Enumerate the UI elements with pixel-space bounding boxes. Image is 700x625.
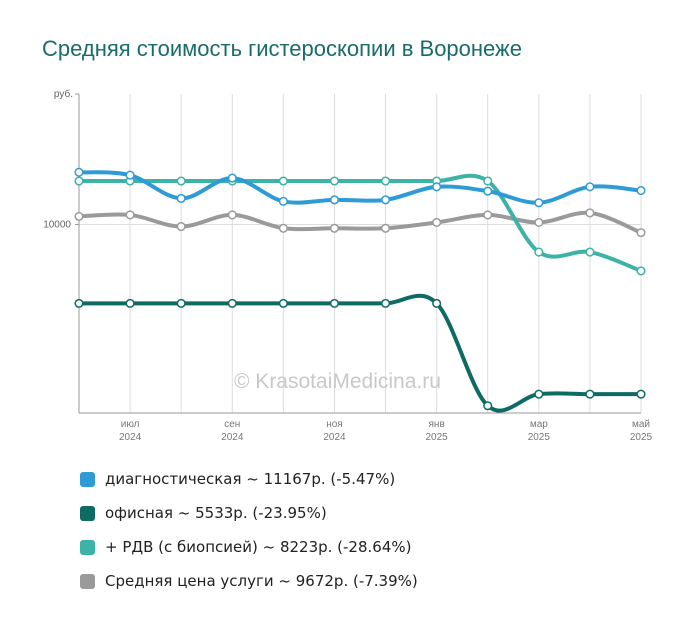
chart-legend: диагностическая ~ 11167р. (-5.47%) офисна… (80, 462, 418, 598)
data-point (534, 217, 544, 228)
data-point (636, 186, 646, 196)
legend-label: офисная ~ 5533р. (-23.95%) (105, 504, 327, 522)
x-tick-label-year: 2025 (528, 432, 551, 443)
y-unit-label: руб. (54, 88, 73, 100)
data-point (636, 389, 646, 399)
data-point (432, 182, 442, 192)
legend-swatch (80, 539, 95, 555)
data-point (483, 401, 493, 411)
data-point (585, 247, 595, 257)
data-point (227, 298, 237, 308)
data-point (329, 223, 340, 233)
data-point (329, 298, 340, 308)
data-point (483, 186, 493, 196)
data-point (432, 217, 442, 228)
x-tick-label-year: 2024 (221, 432, 244, 443)
x-tick-label-year: 2024 (323, 432, 346, 443)
x-tick-label-month: ноя (326, 419, 343, 430)
data-point (534, 198, 544, 208)
data-point (125, 210, 135, 220)
series-line (77, 170, 643, 205)
data-point (636, 228, 646, 238)
data-point (125, 298, 135, 308)
x-tick-label-month: янв (429, 419, 445, 430)
data-point (585, 389, 595, 399)
legend-item[interactable]: диагностическая ~ 11167р. (-5.47%) (80, 462, 418, 496)
data-point (74, 298, 84, 308)
data-point (432, 298, 442, 308)
data-point (329, 176, 340, 186)
y-tick-label: 10000 (43, 220, 71, 231)
legend-label: Средняя цена услуги ~ 9672р. (-7.39%) (105, 572, 418, 590)
data-point (74, 167, 84, 177)
chart-title: Средняя стоимость гистероскопии в Вороне… (42, 36, 522, 61)
legend-item[interactable]: + РДВ (с биопсией) ~ 8223р. (-28.64%) (80, 530, 418, 564)
data-point (483, 210, 493, 220)
data-point (176, 176, 186, 186)
data-point (278, 176, 288, 186)
x-tick-label-month: сен (224, 419, 240, 430)
legend-item[interactable]: офисная ~ 5533р. (-23.95%) (80, 496, 418, 530)
data-point (278, 223, 288, 233)
watermark: © KrasotaiMedicina.ru (234, 370, 441, 393)
data-point (329, 195, 340, 205)
legend-label: диагностическая ~ 11167р. (-5.47%) (105, 470, 396, 488)
x-tick-label-year: 2024 (119, 432, 142, 443)
data-point (585, 182, 595, 192)
x-tick-label-month: май (632, 419, 650, 430)
data-point (278, 196, 288, 206)
x-tick-label-year: 2025 (426, 432, 449, 443)
legend-item[interactable]: Средняя цена услуги ~ 9672р. (-7.39%) (80, 564, 418, 598)
data-point (636, 266, 646, 276)
data-point (380, 176, 391, 186)
legend-label: + РДВ (с биопсией) ~ 8223р. (-28.64%) (105, 538, 412, 556)
data-point (278, 298, 288, 308)
x-tick-label-month: июл (121, 419, 140, 430)
data-point (176, 221, 186, 232)
data-point (176, 298, 186, 308)
x-tick-label-year: 2025 (630, 432, 653, 443)
data-point (380, 298, 391, 308)
legend-swatch (80, 505, 95, 521)
data-point (585, 208, 595, 218)
data-point (534, 389, 544, 399)
data-point (74, 211, 84, 221)
data-point (380, 195, 391, 205)
data-point (227, 173, 237, 183)
legend-swatch (80, 573, 95, 589)
series-line (77, 210, 643, 235)
data-point (534, 247, 544, 257)
data-point (380, 223, 391, 233)
data-point (74, 176, 84, 186)
data-point (176, 193, 186, 203)
data-point (125, 170, 135, 180)
data-point (227, 210, 237, 220)
x-tick-label-month: мар (530, 419, 548, 430)
legend-swatch (80, 471, 95, 487)
data-point (483, 176, 493, 186)
